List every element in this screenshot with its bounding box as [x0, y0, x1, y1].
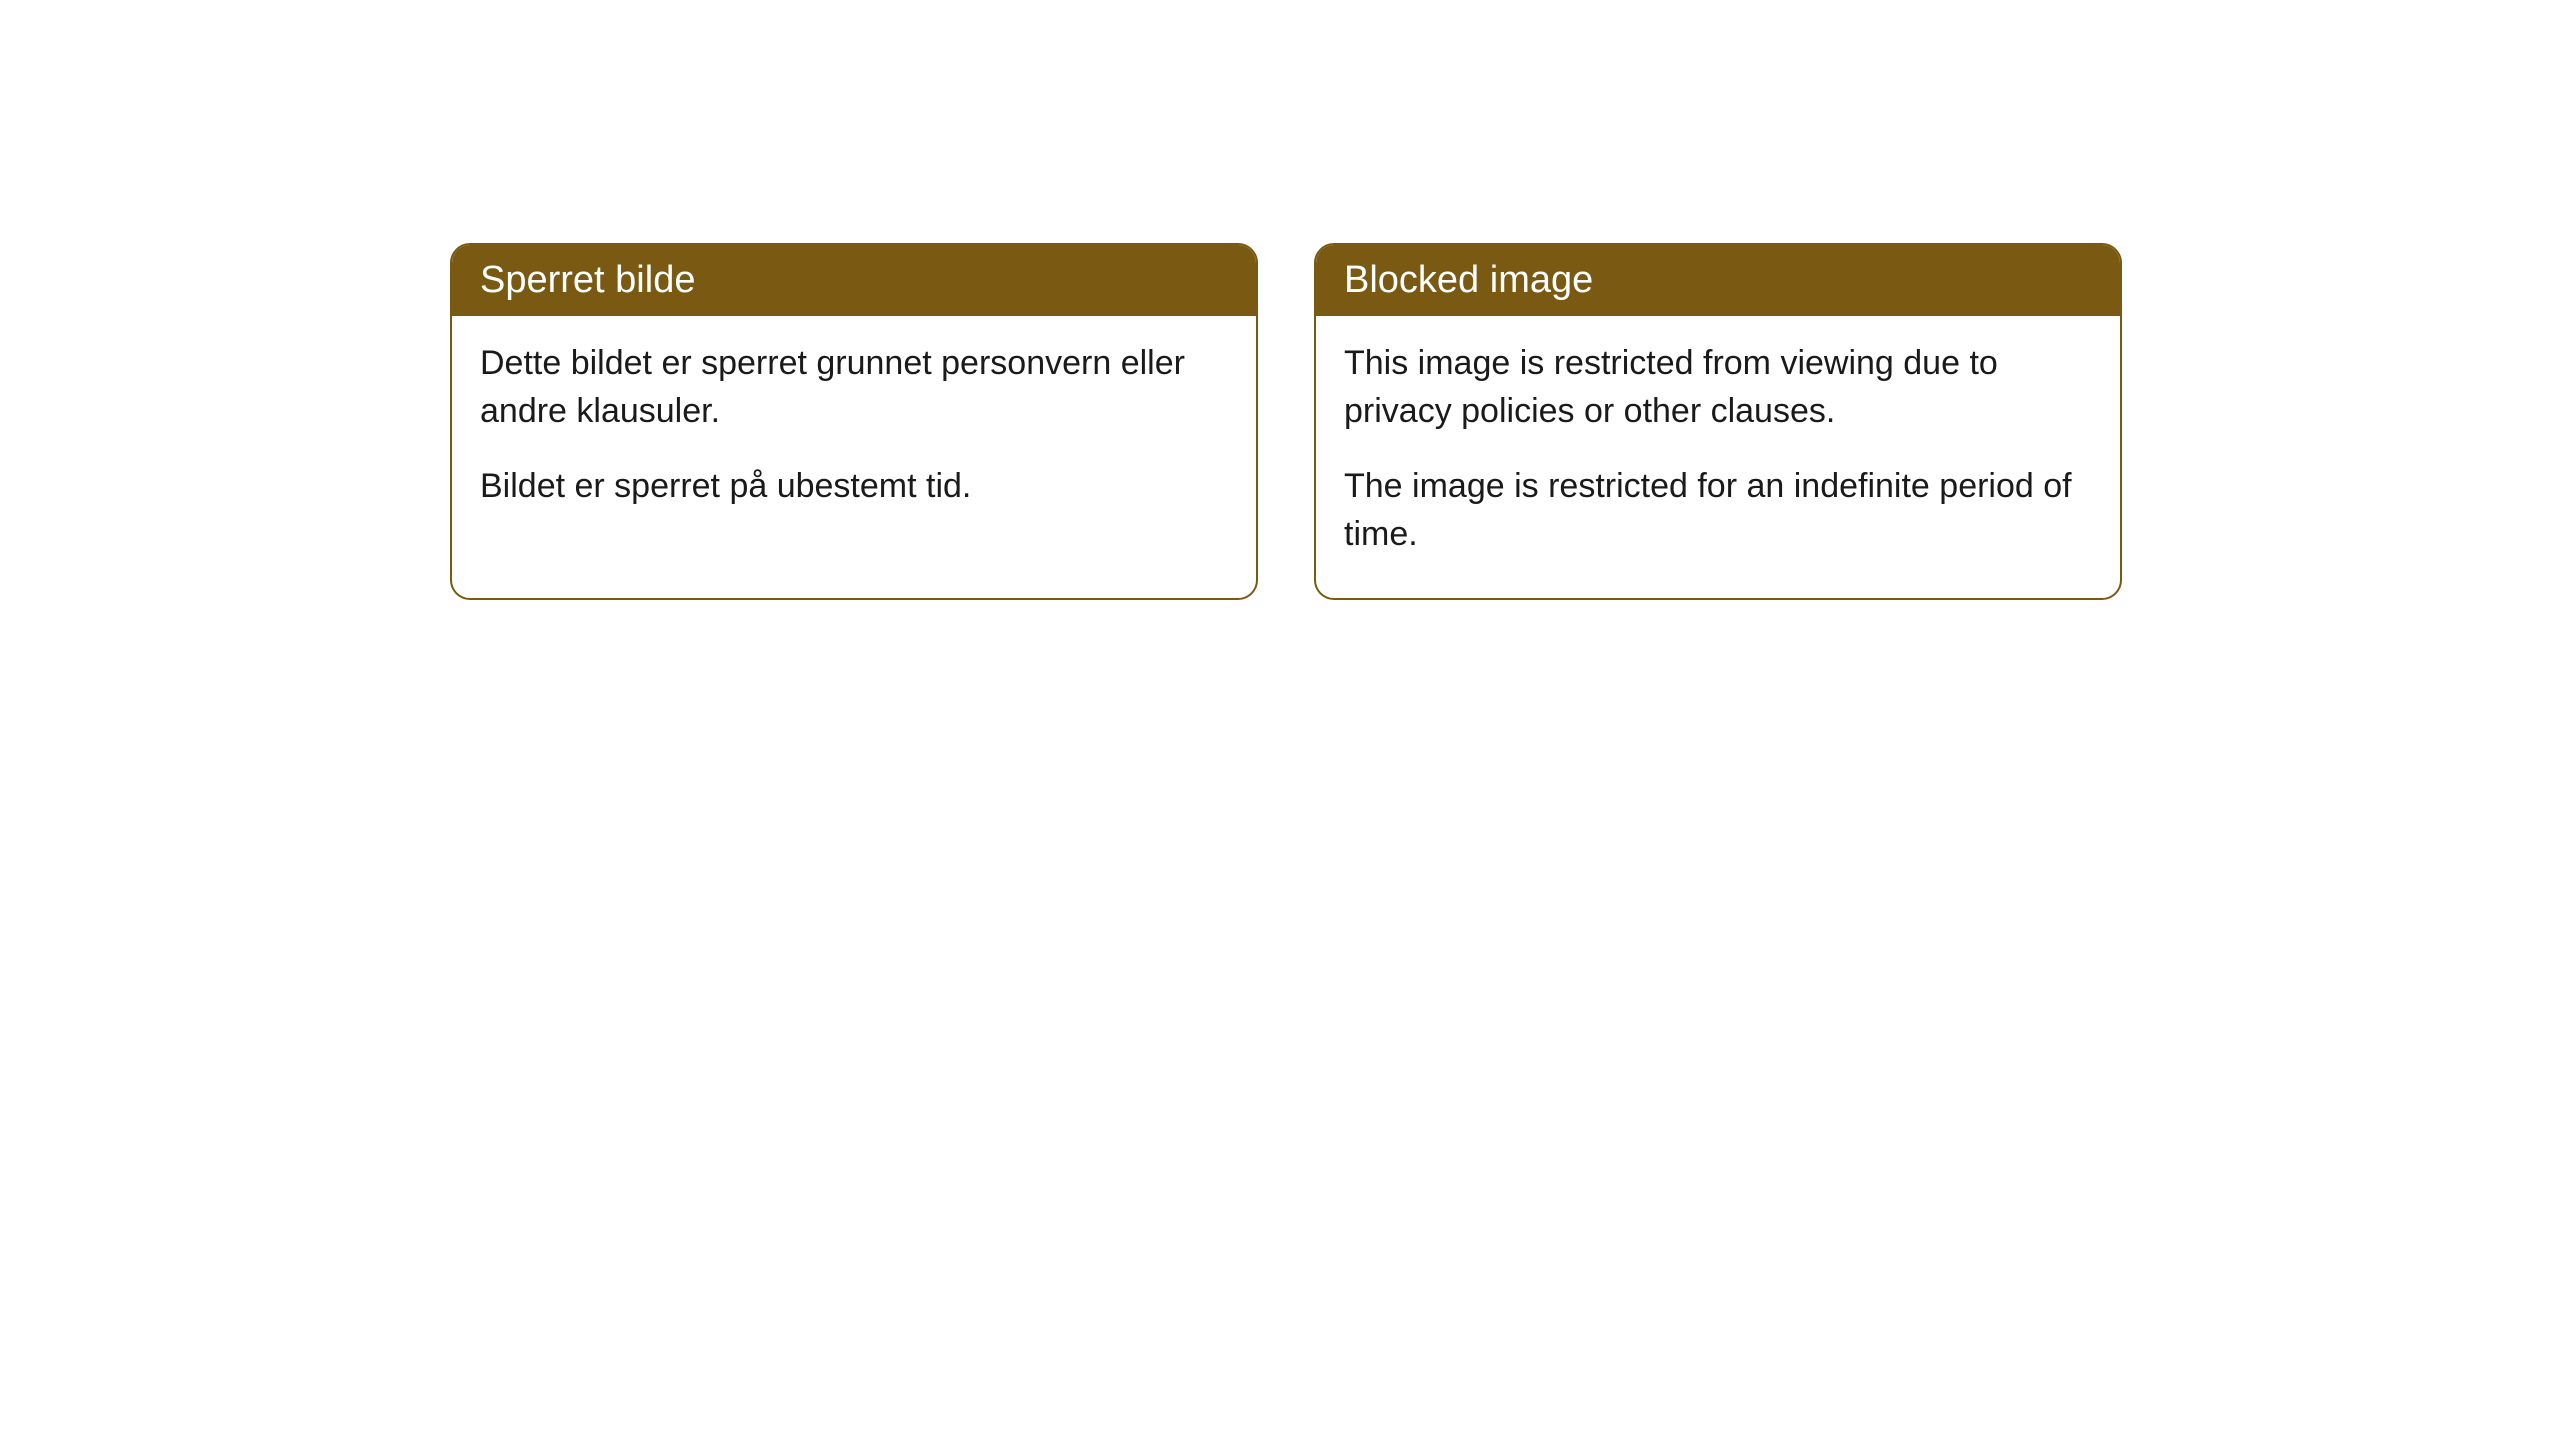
notice-paragraph-1: Dette bildet er sperret grunnet personve… — [480, 340, 1228, 435]
notice-paragraph-2: Bildet er sperret på ubestemt tid. — [480, 463, 1228, 511]
card-body: Dette bildet er sperret grunnet personve… — [452, 316, 1256, 551]
notice-paragraph-2: The image is restricted for an indefinit… — [1344, 463, 2092, 558]
card-header: Blocked image — [1316, 245, 2120, 316]
notice-container: Sperret bilde Dette bildet er sperret gr… — [0, 0, 2560, 600]
card-header: Sperret bilde — [452, 245, 1256, 316]
notice-card-norwegian: Sperret bilde Dette bildet er sperret gr… — [450, 243, 1258, 600]
notice-card-english: Blocked image This image is restricted f… — [1314, 243, 2122, 600]
notice-paragraph-1: This image is restricted from viewing du… — [1344, 340, 2092, 435]
card-body: This image is restricted from viewing du… — [1316, 316, 2120, 598]
